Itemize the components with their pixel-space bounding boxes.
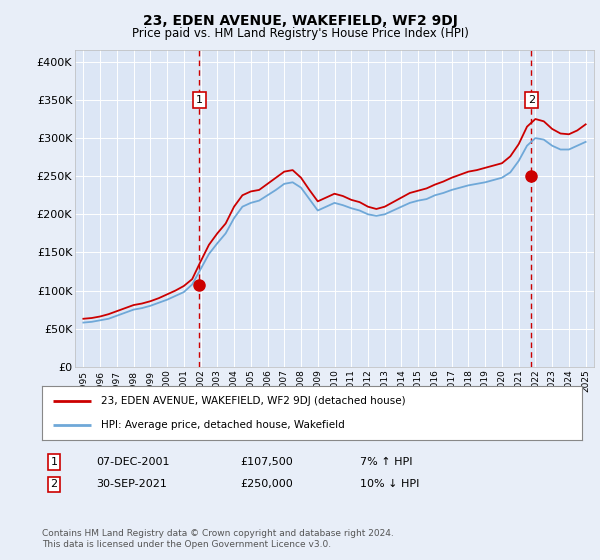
Text: Contains HM Land Registry data © Crown copyright and database right 2024.
This d: Contains HM Land Registry data © Crown c… <box>42 529 394 549</box>
Text: 2: 2 <box>50 479 58 489</box>
Text: 2: 2 <box>527 95 535 105</box>
Text: 07-DEC-2001: 07-DEC-2001 <box>96 457 170 467</box>
Text: £250,000: £250,000 <box>240 479 293 489</box>
Text: 23, EDEN AVENUE, WAKEFIELD, WF2 9DJ: 23, EDEN AVENUE, WAKEFIELD, WF2 9DJ <box>143 14 457 28</box>
Text: HPI: Average price, detached house, Wakefield: HPI: Average price, detached house, Wake… <box>101 420 345 430</box>
Text: Price paid vs. HM Land Registry's House Price Index (HPI): Price paid vs. HM Land Registry's House … <box>131 27 469 40</box>
Text: 30-SEP-2021: 30-SEP-2021 <box>96 479 167 489</box>
Text: 7% ↑ HPI: 7% ↑ HPI <box>360 457 413 467</box>
Text: 1: 1 <box>196 95 203 105</box>
Text: 23, EDEN AVENUE, WAKEFIELD, WF2 9DJ (detached house): 23, EDEN AVENUE, WAKEFIELD, WF2 9DJ (det… <box>101 396 406 406</box>
Text: £107,500: £107,500 <box>240 457 293 467</box>
Text: 10% ↓ HPI: 10% ↓ HPI <box>360 479 419 489</box>
Text: 1: 1 <box>50 457 58 467</box>
